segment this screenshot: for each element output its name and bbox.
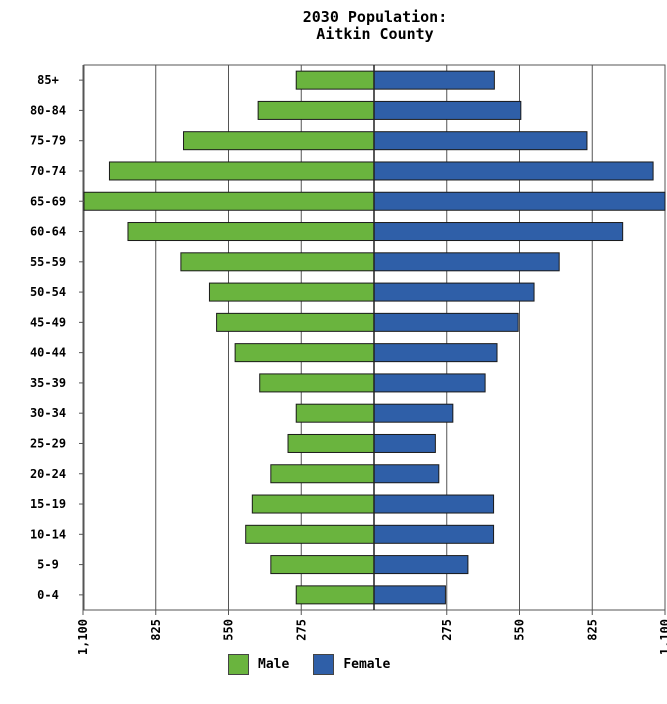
bar-female xyxy=(373,403,454,423)
bar-female xyxy=(373,312,519,332)
bar-male xyxy=(127,222,375,242)
x-tick-label: 275 xyxy=(294,619,308,641)
bar-male xyxy=(257,100,375,120)
bar-female xyxy=(373,131,588,151)
y-tick-label: 35-39 xyxy=(30,376,66,390)
y-tick-label: 65-69 xyxy=(30,194,66,208)
legend-item-male: Male xyxy=(228,654,289,675)
y-tick-label: 80-84 xyxy=(30,103,66,117)
legend-label-female: Female xyxy=(343,657,391,672)
bar-male xyxy=(295,70,375,90)
y-tick-label: 5-9 xyxy=(37,558,59,572)
bar-male xyxy=(251,494,375,514)
legend-item-female: Female xyxy=(313,654,390,675)
bar-male xyxy=(245,524,375,544)
y-tick-label: 50-54 xyxy=(30,285,66,299)
y-tick-label: 85+ xyxy=(37,73,59,87)
y-tick-label: 0-4 xyxy=(37,588,59,602)
y-tick-label: 30-34 xyxy=(30,406,66,420)
legend-swatch-female xyxy=(313,654,335,675)
y-tick-label: 55-59 xyxy=(30,255,66,269)
y-tick-label: 60-64 xyxy=(30,225,66,239)
bar-male xyxy=(259,373,375,393)
bar-male xyxy=(83,191,375,211)
bar-male xyxy=(108,161,375,181)
bar-male xyxy=(295,585,375,605)
bar-female xyxy=(373,191,666,211)
bar-female xyxy=(373,464,440,484)
bar-female xyxy=(373,585,446,605)
bar-female xyxy=(373,222,624,242)
chart-title: 2030 Population: xyxy=(302,8,448,26)
chart-subtitle: Aitkin County xyxy=(316,25,434,43)
legend-swatch-male xyxy=(228,654,249,675)
bar-female xyxy=(373,524,495,544)
y-tick-label: 45-49 xyxy=(30,315,66,329)
x-tick-label: 1,100 xyxy=(76,619,90,655)
x-tick-label: 275 xyxy=(440,619,454,641)
bar-male xyxy=(234,343,375,363)
bar-female xyxy=(373,282,535,302)
legend: Male Female xyxy=(228,654,414,675)
bar-female xyxy=(373,373,486,393)
y-tick-label: 10-14 xyxy=(30,527,66,541)
legend-label-male: Male xyxy=(258,657,290,672)
bar-female xyxy=(373,494,495,514)
bar-male xyxy=(287,433,375,453)
bar-male xyxy=(208,282,375,302)
x-tick-label: 550 xyxy=(513,619,527,641)
y-tick-label: 70-74 xyxy=(30,164,66,178)
bar-female xyxy=(373,252,560,272)
bar-female xyxy=(373,161,654,181)
bar-female xyxy=(373,70,495,90)
bar-male xyxy=(295,403,375,423)
bar-female xyxy=(373,433,436,453)
x-tick-label: 1,100 xyxy=(658,619,667,655)
bar-male xyxy=(180,252,375,272)
bar-female xyxy=(373,343,498,363)
bar-male xyxy=(270,464,375,484)
bar-female xyxy=(373,100,522,120)
x-tick-label: 550 xyxy=(222,619,236,641)
y-tick-label: 15-19 xyxy=(30,497,66,511)
y-tick-label: 20-24 xyxy=(30,467,66,481)
bar-male xyxy=(270,555,375,575)
x-tick-label: 825 xyxy=(585,619,599,641)
bar-male xyxy=(183,131,375,151)
y-tick-label: 75-79 xyxy=(30,134,66,148)
y-tick-label: 25-29 xyxy=(30,436,66,450)
x-tick-label: 825 xyxy=(149,619,163,641)
bar-female xyxy=(373,555,469,575)
y-tick-label: 40-44 xyxy=(30,346,66,360)
bar-male xyxy=(216,312,375,332)
